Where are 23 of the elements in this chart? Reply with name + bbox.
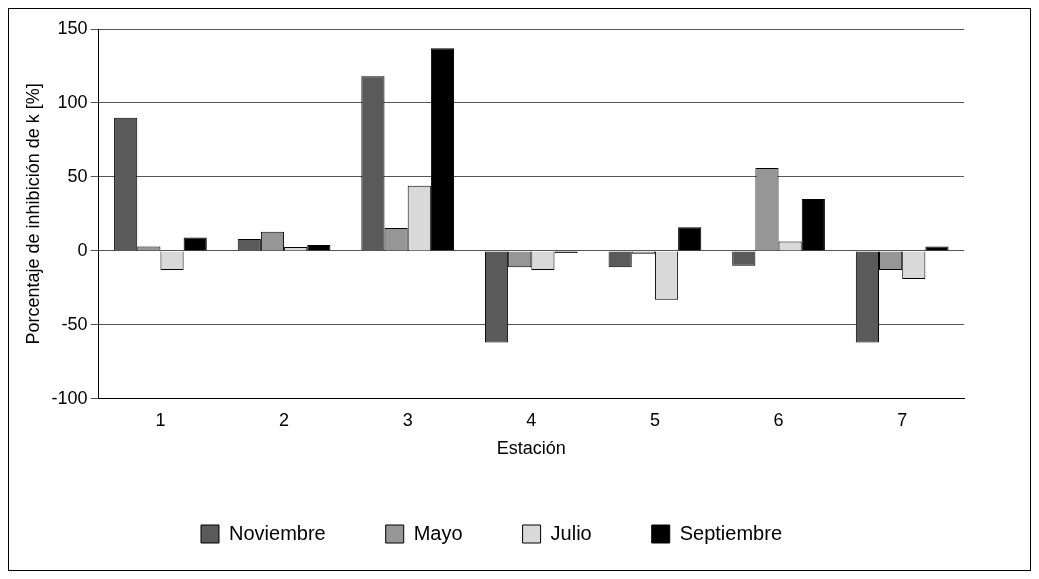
y-tick-label: 100 (57, 91, 88, 112)
legend-label: Noviembre (228, 521, 326, 544)
x-tick-label: 1 (155, 409, 166, 430)
legend-label: Julio (550, 521, 592, 544)
x-tick-label: 7 (897, 409, 908, 430)
x-tick-label: 6 (773, 409, 784, 430)
x-tick-label: 5 (649, 409, 660, 430)
x-axis-title: Estación (496, 438, 566, 459)
y-tick-label: -50 (61, 313, 88, 334)
y-tick-label: 150 (57, 17, 88, 38)
bar (183, 237, 207, 251)
x-tick-label: 2 (279, 409, 290, 430)
bar (678, 227, 702, 251)
x-tick-label: 3 (402, 409, 413, 430)
bar (801, 199, 825, 251)
y-tick-label: 50 (67, 165, 88, 186)
bar (925, 246, 949, 251)
y-axis-title: Porcentaje de inhibición de k [%] (22, 83, 43, 345)
legend-label: Mayo (413, 521, 463, 544)
x-tick-label: 4 (526, 409, 537, 430)
legend-label: Septiembre (679, 521, 783, 544)
y-tick-label: -100 (51, 387, 88, 408)
y-tick-label: 0 (77, 239, 88, 260)
